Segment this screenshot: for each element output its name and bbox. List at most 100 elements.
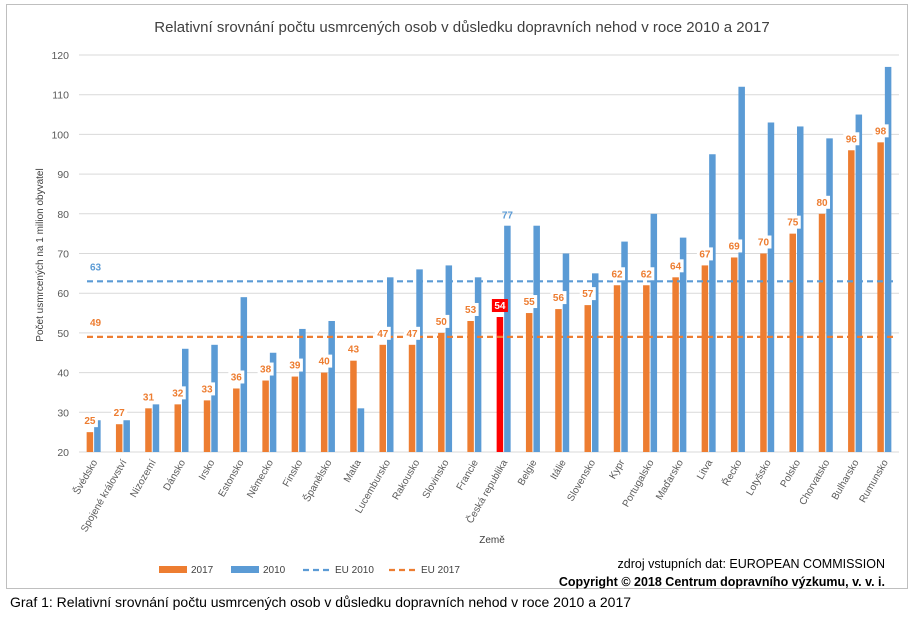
data-label-box	[550, 291, 567, 305]
bars	[86, 66, 892, 453]
bar-2010	[709, 154, 716, 452]
bar-2017	[701, 265, 709, 452]
data-label-2017: 62	[611, 269, 623, 280]
x-tick-label: Slovinsko	[421, 458, 452, 501]
bar-2017	[350, 360, 357, 452]
bar-2010	[416, 269, 423, 452]
x-tick-label: Rakousko	[391, 458, 423, 502]
data-label-box	[755, 235, 772, 249]
y-tick-label: 60	[57, 288, 69, 300]
y-axis-label: Počet usmrcených na 1 milion obyvatel	[35, 168, 46, 341]
bar-2010	[562, 253, 570, 452]
y-tick-label: 40	[57, 368, 69, 380]
x-tick-label: Rumunsko	[858, 458, 892, 505]
data-label-box	[257, 362, 274, 376]
data-label-2017: 80	[816, 198, 828, 209]
x-axis-label: Země	[479, 535, 505, 546]
x-tick-label: Litva	[695, 458, 715, 482]
data-label-2017: 36	[231, 372, 243, 383]
data-label-box	[726, 239, 743, 253]
data-label-box	[140, 390, 157, 404]
bar-2017	[877, 142, 884, 452]
data-label-2017: 54	[494, 301, 506, 312]
x-tick-label: Itálie	[549, 458, 569, 482]
bar-2017	[730, 257, 738, 452]
data-label-box	[579, 287, 596, 301]
data-label-2017: 75	[787, 218, 799, 229]
bar-2010	[533, 225, 540, 452]
reference-line-label: 63	[90, 262, 102, 273]
data-label-2017: 25	[84, 416, 96, 427]
bar-2010	[387, 277, 394, 452]
data-label-2017: 56	[553, 293, 565, 304]
data-label-box	[228, 370, 245, 384]
bar-2017	[584, 305, 591, 452]
x-tick-label: Německo	[245, 458, 276, 500]
legend-label: EU 2010	[335, 565, 374, 576]
bar-2010	[621, 241, 628, 452]
data-label-2017: 32	[172, 388, 184, 399]
bar-2010	[797, 126, 804, 453]
legend-label: 2017	[191, 565, 214, 576]
bar-2017	[379, 344, 386, 452]
bar-2017	[86, 432, 94, 452]
data-label-box	[169, 386, 186, 400]
data-label-2017: 96	[846, 134, 858, 145]
data-label-2017: 43	[348, 345, 360, 356]
bar-2010	[269, 352, 277, 452]
bar-2017	[496, 317, 504, 452]
bar-2017	[848, 150, 855, 452]
bar-2017	[438, 332, 445, 452]
x-tick-label: Dánsko	[162, 458, 189, 493]
bar-2010	[826, 138, 833, 452]
data-label-2017: 47	[377, 329, 389, 340]
y-tick-label: 80	[57, 209, 69, 221]
source-note: zdroj vstupních dat: EUROPEAN COMMISSION	[617, 557, 885, 571]
bar-2010	[123, 420, 130, 452]
data-label-box	[491, 299, 508, 313]
bar-2017	[320, 372, 328, 452]
x-tick-label: Španělsko	[300, 457, 335, 504]
chart-frame: Relativní srovnání počtu usmrcených osob…	[6, 4, 908, 589]
data-label-box	[433, 314, 450, 328]
bar-2017	[291, 376, 299, 452]
data-label-box	[843, 132, 860, 146]
data-label-2017: 38	[260, 365, 272, 376]
data-label-box	[696, 247, 713, 261]
bar-2010	[94, 420, 101, 452]
chart: Relativní srovnání počtu usmrcených osob…	[35, 19, 899, 576]
x-tick-label: Chorvatsko	[798, 458, 833, 508]
bar-2010	[474, 277, 482, 452]
bar-2010	[445, 265, 453, 452]
data-label-box	[521, 295, 538, 309]
data-label-box	[316, 354, 333, 368]
y-tick-label: 50	[57, 328, 69, 340]
y-tick-label: 120	[51, 50, 69, 62]
data-label-2017: 55	[524, 297, 536, 308]
data-label-2017: 53	[465, 305, 477, 316]
bar-2010	[504, 225, 511, 452]
bar-2017	[408, 344, 416, 452]
bar-2017	[262, 380, 269, 452]
data-label-box	[784, 215, 801, 229]
bar-2017	[760, 253, 767, 452]
data-label-2017: 70	[758, 238, 770, 249]
bar-2017	[203, 400, 211, 452]
bar-2010	[152, 404, 160, 452]
data-label-2017: 64	[670, 261, 682, 272]
figure-caption: Graf 1: Relativní srovnání počtu usmrcen…	[10, 594, 632, 610]
x-tick-label: Malta	[342, 458, 364, 485]
bar-2010	[738, 86, 745, 452]
data-labels: 25 27 31 32 33 36 38 39 40 43 47 47 50 53 54 55 56 57 62 62…	[81, 124, 889, 428]
y-tick-label: 100	[51, 129, 69, 141]
bar-2017	[643, 285, 650, 452]
data-label-box	[286, 358, 303, 372]
x-tick-label: Belgie	[516, 458, 540, 488]
reference-lines: 49 63	[87, 262, 893, 338]
data-label-box	[667, 259, 684, 273]
chart-title: Relativní srovnání počtu usmrcených osob…	[154, 19, 769, 36]
data-label-box	[199, 382, 216, 396]
x-tick-label: Slovensko	[566, 458, 599, 504]
data-label-2017: 57	[582, 289, 594, 300]
x-tick-label: Lotyšsko	[745, 458, 774, 498]
